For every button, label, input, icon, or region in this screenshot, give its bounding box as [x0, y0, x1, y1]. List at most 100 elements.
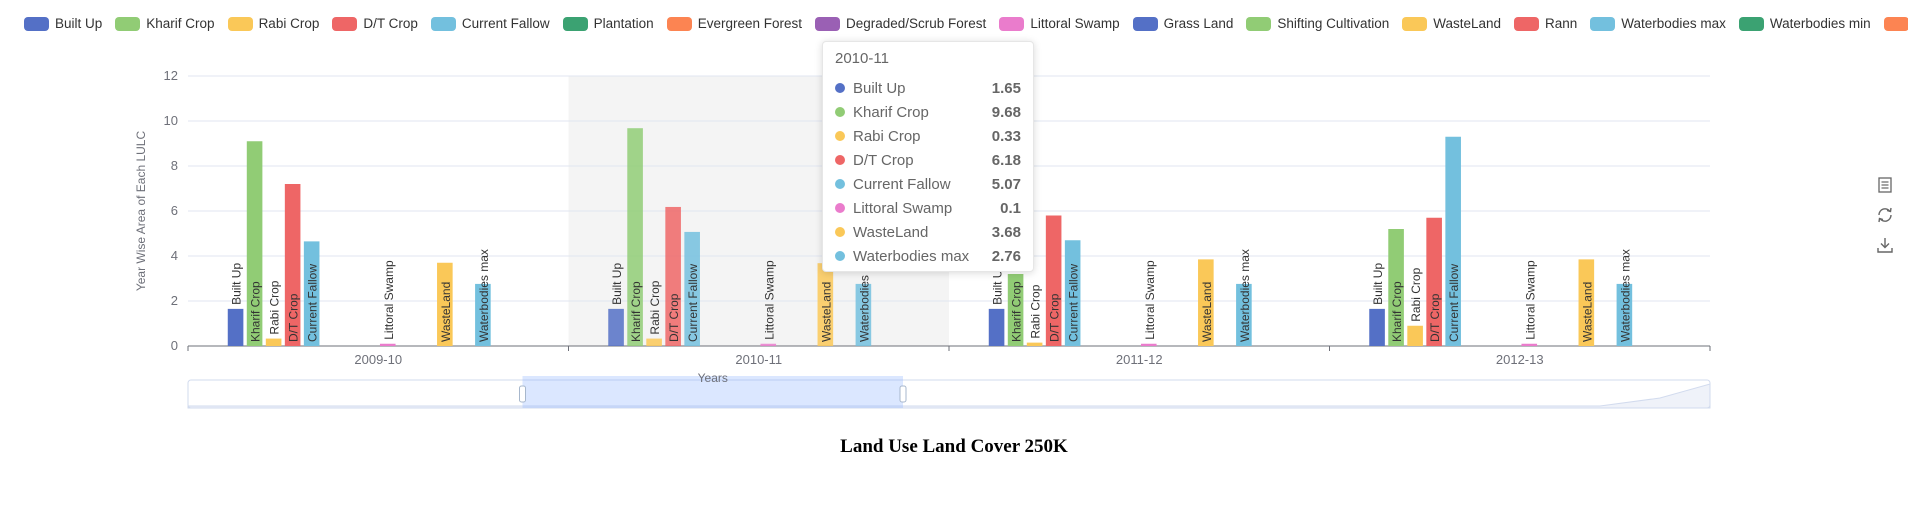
tooltip-marker — [835, 179, 845, 189]
tooltip-value: 9.68 — [991, 103, 1021, 121]
bar-rabi-crop — [265, 338, 282, 346]
bar-label: Built Up — [991, 263, 1005, 305]
legend-label: Degraded/Scrub Forest — [845, 16, 987, 31]
bar-built-up — [1369, 308, 1385, 346]
legend-label: Waterbodies max — [1621, 16, 1726, 31]
bar-label: Current Fallow — [1447, 264, 1461, 342]
tooltip-value: 0.33 — [991, 127, 1021, 145]
bar-littoral-swamp — [1521, 343, 1538, 346]
x-tick-label: 2011-12 — [1116, 352, 1163, 367]
y-tick-label: 10 — [164, 113, 178, 128]
legend-swatch — [666, 16, 692, 31]
y-tick-label: 8 — [171, 158, 178, 173]
bar-littoral-swamp — [1140, 343, 1157, 346]
bar-d-t-crop — [1045, 215, 1062, 346]
legend-label: Waterbodies min — [1769, 16, 1871, 31]
bar-label: D/T Crop — [1428, 293, 1442, 342]
legend-swatch — [115, 16, 141, 31]
bar-label: WasteLand — [439, 282, 453, 342]
y-tick-label: 4 — [171, 248, 178, 263]
bar-built-up — [988, 308, 1005, 346]
legend-label: Shifting Cultivation — [1277, 16, 1390, 31]
legend-item-d-t-crop[interactable]: D/T Crop — [332, 16, 418, 31]
legend-item-rann[interactable]: Rann — [1514, 16, 1577, 31]
legend-item-rabi-crop[interactable]: Rabi Crop — [227, 16, 320, 31]
tooltip-series-name: Littoral Swamp — [853, 199, 953, 217]
tooltip-row: Waterbodies max 2.76 — [835, 246, 1021, 266]
legend-label: Plantation — [593, 16, 654, 31]
tooltip: 2010-11 Built Up 1.65 Kharif Crop 9.68 Rabi … — [822, 41, 1034, 272]
legend-swatch — [1738, 16, 1764, 31]
legend-swatch — [430, 16, 456, 31]
tooltip-row: D/T Crop 6.18 — [835, 150, 1021, 170]
legend-swatch — [24, 16, 49, 31]
tooltip-row: Built Up 1.65 — [835, 78, 1021, 98]
legend-label: Evergreen Forest — [697, 16, 802, 31]
legend-swatch — [1514, 16, 1540, 31]
tooltip-value: 1.65 — [991, 79, 1021, 97]
bar-built-up — [227, 308, 244, 346]
zoom-label: Years — [698, 371, 728, 385]
legend: Built Up Kharif Crop Rabi Crop D/T Crop Curr… — [24, 16, 1908, 31]
tooltip-series-name: Built Up — [853, 79, 906, 97]
bar-wasteland — [817, 263, 834, 346]
data-view-icon[interactable] — [1876, 176, 1894, 194]
bar-label: D/T Crop — [287, 293, 301, 342]
legend-label: Kharif Crop — [146, 16, 215, 31]
legend-swatch — [1590, 16, 1616, 31]
bar-littoral-swamp — [760, 343, 777, 346]
legend-item-plantation[interactable]: Plantation — [562, 16, 654, 31]
bar-kharif-crop — [1388, 229, 1404, 346]
tooltip-value: 2.76 — [991, 247, 1021, 265]
legend-item-wasteland[interactable]: WasteLand — [1402, 16, 1501, 31]
bar-label: Rabi Crop — [1029, 284, 1043, 338]
bar-label: Kharif Crop — [629, 281, 643, 342]
bar-rabi-crop — [646, 338, 662, 346]
legend-item-current-fallow[interactable]: Current Fallow — [430, 16, 550, 31]
legend-label: Rabi Crop — [258, 16, 320, 31]
legend-label: Built Up — [55, 16, 103, 31]
y-axis-title: Year Wise Area of Each LULC — [134, 131, 148, 292]
bar-label: Waterbodies max — [857, 249, 871, 342]
tooltip-marker — [835, 227, 845, 237]
download-icon[interactable] — [1876, 236, 1894, 254]
bar-waterbodies-max — [1616, 283, 1633, 346]
tooltip-marker — [835, 251, 845, 261]
bar-label: Built Up — [610, 263, 624, 305]
legend-item-shifting-cultivation[interactable]: Shifting Cultivation — [1246, 16, 1389, 31]
legend-item-littoral-swamp[interactable]: Littoral Swamp — [999, 16, 1120, 31]
bar-label: Waterbodies max — [477, 249, 491, 342]
tooltip-series-name: Kharif Crop — [853, 103, 929, 121]
zoom-handle-left — [519, 385, 526, 403]
legend-label: Littoral Swamp — [1030, 16, 1120, 31]
bar-label: WasteLand — [1580, 282, 1594, 342]
legend-item-grass-land[interactable]: Grass Land — [1132, 16, 1233, 31]
legend-swatch — [332, 16, 358, 31]
bar-current-fallow — [684, 231, 700, 346]
tooltip-row: Kharif Crop 9.68 — [835, 102, 1021, 122]
bar-label: Built Up — [1371, 263, 1385, 305]
bar-label: Littoral Swamp — [1523, 260, 1537, 340]
bar-kharif-crop — [246, 141, 263, 346]
bar-rabi-crop — [1407, 325, 1423, 346]
legend-swatch — [1402, 16, 1428, 31]
legend-item-waterbodies-max[interactable]: Waterbodies max — [1590, 16, 1726, 31]
legend-item-snow-cover[interactable]: Snow Cover — [1883, 16, 1908, 31]
legend-item-built-up[interactable]: Built Up — [24, 16, 102, 31]
bar-d-t-crop — [284, 184, 301, 346]
legend-item-evergreen-forest[interactable]: Evergreen Forest — [666, 16, 802, 31]
bar-built-up — [608, 308, 624, 346]
legend-label: Rann — [1545, 16, 1578, 31]
legend-item-degraded-scrub-forest[interactable]: Degraded/Scrub Forest — [814, 16, 987, 31]
tooltip-series-name: WasteLand — [853, 223, 929, 241]
legend-item-waterbodies-min[interactable]: Waterbodies min — [1738, 16, 1871, 31]
bar-label: Littoral Swamp — [762, 260, 776, 340]
zoom-slider-preview — [187, 383, 1711, 409]
tooltip-row: Rabi Crop 0.33 — [835, 126, 1021, 146]
y-tick-label: 0 — [171, 338, 178, 353]
legend-item-kharif-crop[interactable]: Kharif Crop — [115, 16, 215, 31]
restore-icon[interactable] — [1876, 206, 1894, 224]
bar-kharif-crop — [627, 128, 643, 346]
x-tick-label: 2010-11 — [735, 352, 782, 367]
